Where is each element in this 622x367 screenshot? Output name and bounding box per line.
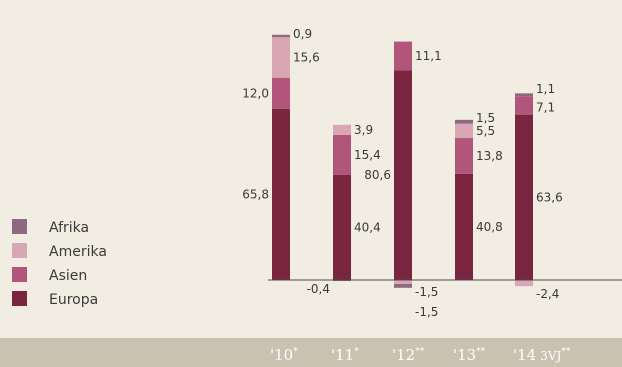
data-label: 40,8: [476, 220, 503, 234]
category-label: '13**: [453, 346, 486, 364]
bar-segment-asien: [455, 138, 473, 174]
category-label: '11*: [331, 346, 359, 364]
data-label: -2,4: [536, 287, 559, 301]
category-band: [0, 338, 622, 367]
bar-segment-europa: [333, 174, 351, 280]
bar-segment-amerika: [333, 124, 351, 135]
legend-label-europa: Europa: [49, 292, 98, 308]
legend-label-afrika: Afrika: [49, 220, 89, 236]
bar-segment-europa: [455, 173, 473, 280]
bar-segment-asien: [394, 41, 412, 71]
data-label: 65,8: [242, 187, 269, 201]
bar-segment-amerika: [515, 280, 533, 287]
bar-segment-afrika: [333, 280, 351, 282]
category-label: '14 3VJ**: [513, 346, 571, 364]
bar-segment-amerika: [394, 280, 412, 284]
data-label: 63,6: [536, 190, 563, 204]
bar-segment-asien: [272, 77, 290, 109]
data-label: 11,1: [415, 49, 442, 63]
legend-label-amerika: Amerika: [49, 244, 107, 260]
legend-label-asien: Asien: [49, 268, 87, 284]
category-label: '12**: [392, 346, 425, 364]
data-label: 1,1: [536, 82, 555, 96]
data-label: 12,0: [242, 86, 269, 100]
data-label: 1,5: [476, 111, 495, 125]
bar-segment-asien: [515, 96, 533, 115]
legend-swatch-europa: [12, 291, 27, 306]
data-label: 15,4: [354, 148, 381, 162]
data-label: -1,5: [415, 305, 438, 319]
data-label: 3,9: [354, 123, 373, 137]
bar-segment-afrika: [272, 34, 290, 38]
legend-swatch-amerika: [12, 243, 27, 258]
bar-segment-amerika: [455, 123, 473, 139]
bar-segment-amerika: [272, 37, 290, 78]
data-label: 40,4: [354, 220, 381, 234]
data-label: 80,6: [364, 168, 391, 182]
bar-segment-europa: [394, 70, 412, 280]
bar-segment-afrika: [515, 93, 533, 97]
data-label: -0,4: [307, 282, 330, 296]
legend-swatch-asien: [12, 267, 27, 282]
bar-segment-afrika: [455, 119, 473, 124]
category-label: '10*: [270, 346, 298, 364]
labels-layer: 65,8 12,0 15,6 0,9 40,4 15,4 3,9 -0,4 80,6 11,1 -1…: [242, 27, 562, 319]
data-label: 13,8: [476, 149, 503, 163]
data-label: 0,9: [293, 27, 312, 41]
bar-segment-europa: [272, 108, 290, 280]
legend: Afrika Amerika Asien Europa: [12, 219, 107, 308]
x-axis-labels: '10* '11* '12** '13** '14 3VJ**: [270, 346, 571, 364]
data-label: -1,5: [415, 285, 438, 299]
bars-layer: [272, 34, 533, 288]
data-label: 15,6: [293, 50, 320, 64]
legend-swatch-afrika: [12, 219, 27, 234]
data-label: 7,1: [536, 100, 555, 114]
data-label: 5,5: [476, 124, 495, 138]
bar-segment-afrika: [394, 283, 412, 288]
bar-segment-asien: [333, 134, 351, 175]
bar-segment-europa: [515, 114, 533, 280]
